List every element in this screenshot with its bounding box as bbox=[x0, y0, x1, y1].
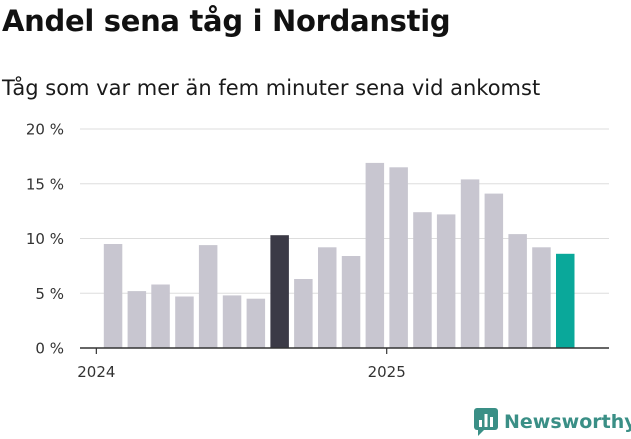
newsworthy-logo: Newsworthy bbox=[474, 406, 631, 438]
x-axis: 2024 2025 bbox=[77, 347, 609, 381]
bar bbox=[556, 253, 575, 348]
bar bbox=[413, 212, 432, 348]
bar bbox=[198, 245, 218, 348]
bar bbox=[484, 193, 504, 348]
bar bbox=[318, 247, 337, 348]
bar bbox=[246, 298, 266, 348]
bar bbox=[175, 296, 194, 348]
chart-subtitle: Tåg som var mer än fem minuter sena vid … bbox=[2, 76, 541, 100]
x-tick-label: 2025 bbox=[368, 363, 406, 381]
y-axis-ticks: 0 % 5 % 10 % 15 % 20 % bbox=[26, 121, 64, 358]
y-tick-label: 15 % bbox=[26, 175, 64, 193]
chart-title: Andel sena tåg i Nordanstig bbox=[2, 4, 451, 38]
y-tick-label: 5 % bbox=[35, 285, 64, 303]
bar bbox=[341, 256, 361, 348]
bar bbox=[127, 291, 147, 348]
bar bbox=[532, 247, 551, 348]
y-tick-label: 20 % bbox=[26, 121, 64, 139]
y-tick-label: 10 % bbox=[26, 230, 64, 248]
bar bbox=[294, 279, 313, 348]
bar bbox=[103, 244, 123, 348]
brand-name: Newsworthy bbox=[504, 411, 631, 433]
bar bbox=[151, 284, 170, 348]
bar bbox=[460, 179, 480, 348]
bar bbox=[270, 235, 289, 348]
bar bbox=[436, 214, 456, 348]
chart-bubble-icon bbox=[474, 408, 498, 436]
x-tick-label: 2024 bbox=[77, 363, 115, 381]
bar bbox=[389, 167, 408, 348]
bars bbox=[103, 162, 575, 348]
bar bbox=[508, 234, 527, 348]
y-tick-label: 0 % bbox=[35, 340, 64, 358]
bar bbox=[365, 162, 385, 348]
bar bbox=[222, 295, 242, 348]
